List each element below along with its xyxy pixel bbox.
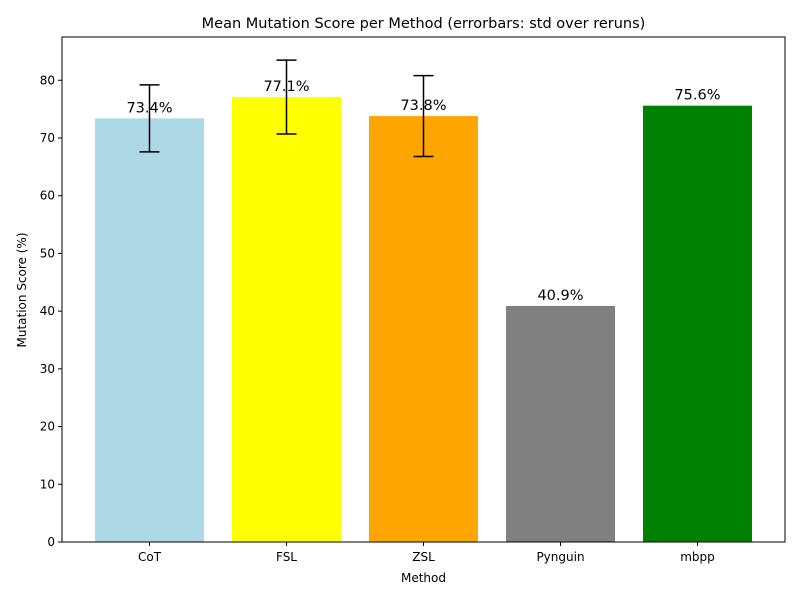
data-label-mbpp: 75.6% — [674, 88, 720, 104]
x-axis: CoT FSL ZSL Pynguin mbpp — [138, 542, 715, 564]
data-label-zsl: 73.8% — [400, 98, 446, 114]
data-label-fsl: 77.1% — [263, 79, 309, 95]
y-axis: 0 10 20 30 40 50 60 70 80 — [40, 73, 62, 549]
x-tick-label-cot: CoT — [138, 550, 162, 564]
bar-mbpp — [643, 105, 752, 543]
y-tick-label-10: 10 — [40, 477, 55, 491]
y-tick-label-20: 20 — [40, 420, 55, 434]
bar-fsl — [232, 97, 341, 542]
x-tick-label-zsl: ZSL — [412, 550, 435, 564]
data-label-cot: 73.4% — [126, 100, 172, 116]
y-tick-label-30: 30 — [40, 362, 55, 376]
bar-pynguin — [506, 305, 615, 542]
bars-group — [95, 97, 752, 543]
y-tick-label-60: 60 — [40, 189, 55, 203]
y-tick-label-50: 50 — [40, 246, 55, 260]
x-tick-label-mbpp: mbpp — [680, 550, 715, 564]
y-tick-label-70: 70 — [40, 131, 55, 145]
chart-title: Mean Mutation Score per Method (errorbar… — [202, 16, 646, 32]
data-labels-group: 73.4% 77.1% 73.8% 40.9% 75.6% — [126, 79, 720, 304]
x-axis-label: Method — [401, 571, 446, 585]
y-axis-label: Mutation Score (%) — [15, 232, 29, 347]
y-tick-label-40: 40 — [40, 304, 55, 318]
bar-cot — [95, 118, 204, 543]
y-tick-label-0: 0 — [47, 535, 55, 549]
data-label-pynguin: 40.9% — [537, 288, 583, 304]
y-tick-label-80: 80 — [40, 73, 55, 87]
errorbars-group — [139, 59, 434, 158]
x-tick-label-fsl: FSL — [276, 550, 297, 564]
bar-zsl — [369, 116, 478, 542]
x-tick-label-pynguin: Pynguin — [536, 550, 584, 564]
plot-frame — [61, 36, 786, 543]
